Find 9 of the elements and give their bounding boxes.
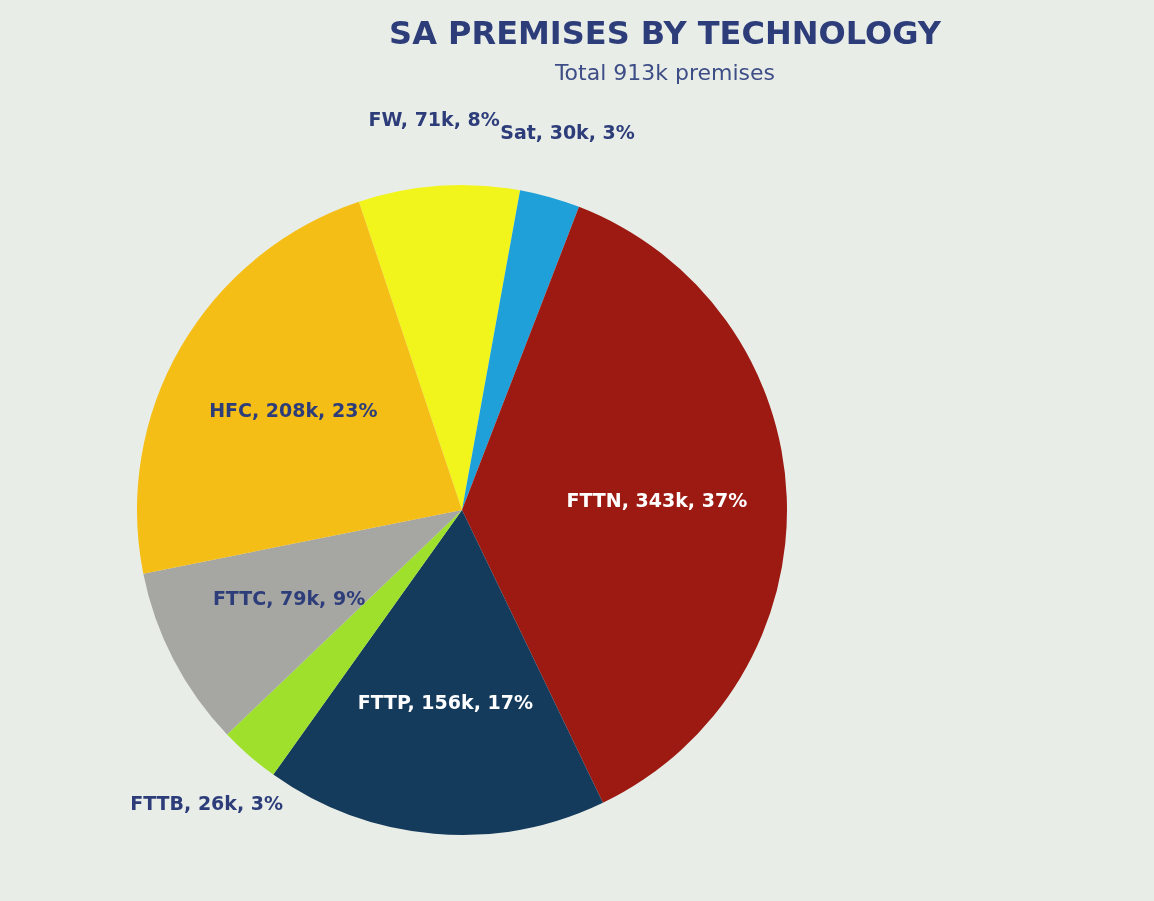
- slice-label: FTTP, 156k, 17%: [357, 691, 533, 714]
- slice-label: FTTB, 26k, 3%: [130, 791, 284, 814]
- chart-subtitle: Total 913k premises: [553, 60, 777, 85]
- slice-label: Sat, 30k, 3%: [500, 121, 635, 144]
- chart-title: SA PREMISES BY TECHNOLOGY: [388, 14, 942, 52]
- slice-label: FTTN, 343k, 37%: [566, 489, 748, 512]
- slice-label: HFC, 208k, 23%: [209, 399, 378, 422]
- slice-label: FTTC, 79k, 9%: [212, 586, 366, 609]
- slice-label: FW, 71k, 8%: [368, 107, 500, 130]
